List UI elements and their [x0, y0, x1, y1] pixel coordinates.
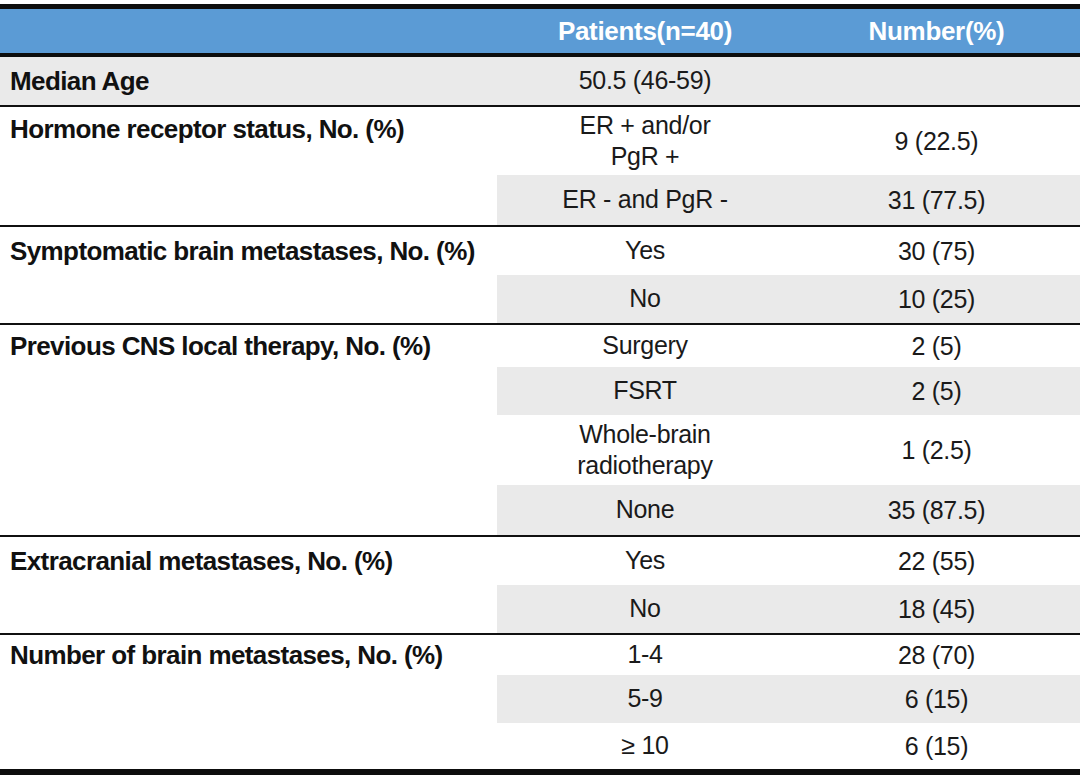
table-row: No 10 (25): [0, 275, 1080, 323]
row-group-label-cell: [0, 485, 497, 535]
number-cell: 2 (5): [793, 325, 1080, 367]
table-row: No 18 (45): [0, 585, 1080, 633]
table-row: None 35 (87.5): [0, 485, 1080, 535]
row-band: 50.5 (46-59): [497, 57, 1080, 105]
header-cell-patients: Patients(n=40): [497, 9, 793, 53]
row-group-label-cell: [0, 275, 497, 323]
patients-cell: 50.5 (46-59): [497, 57, 793, 105]
row-group-label: Median Age: [10, 66, 149, 97]
number-cell: 6 (15): [793, 723, 1080, 769]
row-band: Whole-brain radiotherapy 1 (2.5): [497, 415, 1080, 485]
header-patients-label: Patients(n=40): [558, 16, 732, 47]
row-group-label-cell: Extracranial metastases, No. (%): [0, 537, 497, 585]
row-group-label: Previous CNS local therapy, No. (%): [10, 331, 431, 362]
group-hormone-receptor-status: Hormone receptor status, No. (%) ER + an…: [0, 105, 1080, 225]
patient-characteristics-page: Patients(n=40) Number(%) Median Age 50.5…: [0, 0, 1080, 781]
group-median-age: Median Age 50.5 (46-59): [0, 57, 1080, 105]
number-cell: 28 (70): [793, 635, 1080, 675]
group-symptomatic-brain-metastases: Symptomatic brain metastases, No. (%) Ye…: [0, 225, 1080, 323]
row-group-label-cell: Previous CNS local therapy, No. (%): [0, 325, 497, 367]
row-group-label-cell: Hormone receptor status, No. (%): [0, 107, 497, 175]
table-row: Number of brain metastases, No. (%) 1-4 …: [0, 635, 1080, 675]
patients-cell: None: [497, 485, 793, 535]
row-band: 5-9 6 (15): [497, 675, 1080, 723]
table-row: Symptomatic brain metastases, No. (%) Ye…: [0, 227, 1080, 275]
number-cell: 6 (15): [793, 675, 1080, 723]
row-band: Surgery 2 (5): [497, 325, 1080, 367]
table-row: FSRT 2 (5): [0, 367, 1080, 415]
number-cell: 9 (22.5): [793, 107, 1080, 175]
patients-cell: Surgery: [497, 325, 793, 367]
row-group-label: Extracranial metastases, No. (%): [10, 546, 393, 577]
table-row: Median Age 50.5 (46-59): [0, 57, 1080, 105]
row-band: None 35 (87.5): [497, 485, 1080, 535]
row-band: Yes 30 (75): [497, 227, 1080, 275]
row-group-label-cell: [0, 723, 497, 769]
table-row: 5-9 6 (15): [0, 675, 1080, 723]
patients-cell: FSRT: [497, 367, 793, 415]
patients-cell: 1-4: [497, 635, 793, 675]
group-number-of-brain-metastases: Number of brain metastases, No. (%) 1-4 …: [0, 633, 1080, 769]
table-row: Whole-brain radiotherapy 1 (2.5): [0, 415, 1080, 485]
row-band: 1-4 28 (70): [497, 635, 1080, 675]
number-cell: 1 (2.5): [793, 415, 1080, 485]
row-group-label-cell: [0, 585, 497, 633]
row-band: No 10 (25): [497, 275, 1080, 323]
table-header-row: Patients(n=40) Number(%): [0, 9, 1080, 57]
number-cell: 2 (5): [793, 367, 1080, 415]
row-group-label-cell: Median Age: [0, 57, 497, 105]
number-cell: 10 (25): [793, 275, 1080, 323]
row-band: FSRT 2 (5): [497, 367, 1080, 415]
row-band: ER - and PgR - 31 (77.5): [497, 175, 1080, 225]
patients-cell: 5-9: [497, 675, 793, 723]
table-row: Hormone receptor status, No. (%) ER + an…: [0, 107, 1080, 175]
group-extracranial-metastases: Extracranial metastases, No. (%) Yes 22 …: [0, 535, 1080, 633]
table-row: ER - and PgR - 31 (77.5): [0, 175, 1080, 225]
row-band: Yes 22 (55): [497, 537, 1080, 585]
row-group-label: Number of brain metastases, No. (%): [10, 640, 443, 671]
row-group-label-cell: [0, 175, 497, 225]
patients-cell: Yes: [497, 537, 793, 585]
header-cell-number: Number(%): [793, 9, 1080, 53]
row-band: No 18 (45): [497, 585, 1080, 633]
patients-cell: Yes: [497, 227, 793, 275]
row-group-label-cell: [0, 367, 497, 415]
row-band: ≥ 10 6 (15): [497, 723, 1080, 769]
table-row: ≥ 10 6 (15): [0, 723, 1080, 769]
table-row: Extracranial metastases, No. (%) Yes 22 …: [0, 537, 1080, 585]
number-cell: 18 (45): [793, 585, 1080, 633]
row-band: ER + and/or PgR + 9 (22.5): [497, 107, 1080, 175]
row-group-label-cell: [0, 675, 497, 723]
row-group-label-cell: Symptomatic brain metastases, No. (%): [0, 227, 497, 275]
number-cell: [793, 57, 1080, 105]
number-cell: 22 (55): [793, 537, 1080, 585]
table-row: Previous CNS local therapy, No. (%) Surg…: [0, 325, 1080, 367]
group-previous-cns-local-therapy: Previous CNS local therapy, No. (%) Surg…: [0, 323, 1080, 535]
patients-cell: ≥ 10: [497, 723, 793, 769]
number-cell: 35 (87.5): [793, 485, 1080, 535]
row-group-label-cell: Number of brain metastases, No. (%): [0, 635, 497, 675]
patient-characteristics-table: Patients(n=40) Number(%) Median Age 50.5…: [0, 4, 1080, 775]
row-group-label: Hormone receptor status, No. (%): [10, 114, 404, 145]
row-group-label: Symptomatic brain metastases, No. (%): [10, 236, 475, 267]
patients-cell: No: [497, 275, 793, 323]
patients-cell: ER - and PgR -: [497, 175, 793, 225]
row-group-label-cell: [0, 415, 497, 485]
header-number-label: Number(%): [869, 16, 1005, 47]
number-cell: 30 (75): [793, 227, 1080, 275]
patients-cell: No: [497, 585, 793, 633]
header-cell-empty: [0, 9, 497, 53]
patients-cell: ER + and/or PgR +: [497, 107, 793, 175]
number-cell: 31 (77.5): [793, 175, 1080, 225]
patients-cell: Whole-brain radiotherapy: [497, 415, 793, 485]
